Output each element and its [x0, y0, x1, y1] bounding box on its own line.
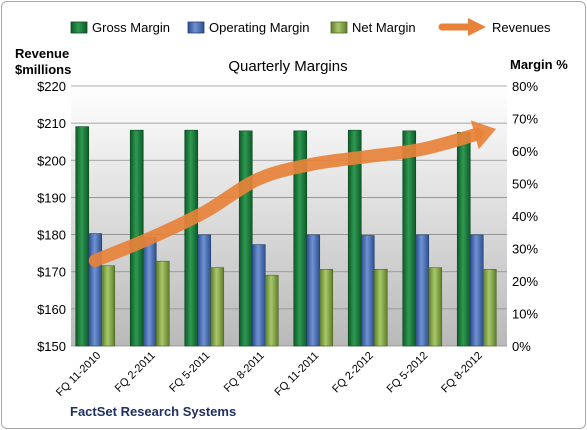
legend-swatch-gross-margin [70, 21, 88, 34]
legend-swatch-operating-margin [187, 21, 205, 34]
left-axis-ticks: $150 $160 $170 $180 $190 $200 $210 $220 [37, 79, 66, 354]
right-tick-label: 40% [512, 209, 538, 224]
category-label: FQ 8-2011 [222, 350, 267, 395]
category-label: FQ 2-2012 [330, 350, 376, 396]
operating-margin-bar [469, 234, 484, 347]
category-label: FQ 5-2011 [167, 350, 212, 395]
net-margin-bar [264, 274, 279, 347]
right-tick-label: 0% [512, 339, 531, 354]
operating-margin-bar [88, 233, 103, 347]
footer-source: FactSet Research Systems [70, 404, 236, 419]
legend-item-operating-margin[interactable]: Operating Margin [187, 20, 309, 35]
net-margin-bar [373, 268, 388, 347]
gross-margin-bar [402, 130, 417, 347]
revenue-arrowhead [470, 120, 497, 150]
right-tick-label: 70% [512, 112, 538, 127]
right-tick-label: 60% [512, 144, 538, 159]
bars [75, 126, 497, 347]
revenue-line [88, 120, 497, 268]
gross-margin-bar [184, 129, 199, 347]
right-tick-label: 50% [512, 177, 538, 192]
revenue-line-path [88, 127, 484, 268]
right-axis-title: Margin % [510, 57, 568, 72]
left-tick-label: $160 [37, 302, 66, 317]
left-axis-title-line1: Revenue [15, 46, 69, 61]
category-label: FQ 5-2012 [385, 350, 431, 396]
operating-margin-bar [142, 236, 157, 347]
category-label: FQ 8-2012 [439, 350, 485, 396]
legend-label-net-margin: Net Margin [352, 20, 416, 35]
operating-margin-bar [306, 234, 321, 347]
gross-margin-bar [238, 130, 253, 347]
gross-margin-bar [456, 132, 471, 347]
right-tick-label: 20% [512, 274, 538, 289]
legend-arrowhead-revenues [468, 18, 486, 36]
net-margin-bar [428, 267, 443, 347]
left-tick-label: $220 [37, 79, 66, 94]
operating-margin-bar [197, 234, 212, 347]
left-tick-label: $180 [37, 228, 66, 243]
legend-item-net-margin[interactable]: Net Margin [330, 20, 416, 35]
left-axis-title-line2: $millions [15, 62, 71, 77]
category-label: FQ 2-2011 [113, 350, 158, 395]
category-labels: FQ 11-2010 FQ 2-2011 FQ 5-2011 FQ 8-2011 FQ … [54, 350, 485, 399]
left-tick-label: $150 [37, 339, 66, 354]
right-tick-label: 80% [512, 79, 538, 94]
net-margin-bar [482, 268, 497, 347]
right-tick-label: 10% [512, 307, 538, 322]
left-tick-label: $200 [37, 153, 66, 168]
net-margin-bar [210, 267, 225, 347]
legend-item-revenues[interactable]: Revenues [438, 18, 551, 36]
gross-margin-bar [75, 126, 90, 347]
right-tick-label: 30% [512, 242, 538, 257]
category-label: FQ 11-2010 [54, 350, 103, 399]
operating-margin-bar [251, 244, 266, 347]
legend-label-gross-margin: Gross Margin [92, 20, 170, 35]
left-tick-label: $190 [37, 190, 66, 205]
net-margin-bar [155, 260, 170, 347]
left-tick-label: $170 [37, 265, 66, 280]
operating-margin-bar [415, 234, 430, 347]
left-tick-label: $210 [37, 116, 66, 131]
legend: Gross Margin Operating Margin Net Margin… [70, 18, 551, 36]
category-label: FQ 11-2011 [273, 350, 322, 399]
operating-margin-bar [360, 235, 375, 347]
legend-label-revenues: Revenues [492, 20, 551, 35]
legend-label-operating-margin: Operating Margin [209, 20, 309, 35]
legend-swatch-net-margin [330, 21, 348, 34]
right-axis-ticks: 0% 10% 20% 30% 40% 50% 60% 70% 80% [512, 79, 538, 354]
net-margin-bar [101, 265, 116, 347]
legend-item-gross-margin[interactable]: Gross Margin [70, 20, 170, 35]
net-margin-bar [319, 268, 334, 347]
chart-title: Quarterly Margins [228, 58, 347, 75]
